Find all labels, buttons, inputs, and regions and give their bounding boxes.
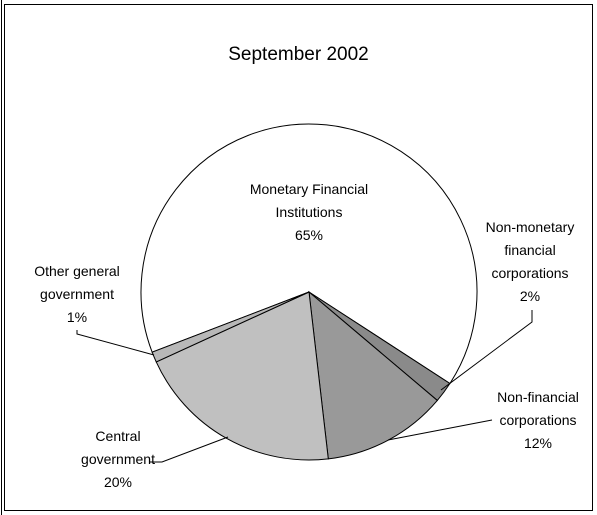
category-label: Non-financial corporations: [497, 389, 579, 428]
value-label: 20%: [103, 474, 133, 490]
category-label: Central government: [81, 428, 155, 467]
pie-slice: [155, 291, 329, 461]
chart-title: September 2002: [228, 44, 369, 65]
value-label: 65%: [294, 227, 324, 243]
category-label: Monetary Financial Institutions: [249, 181, 369, 220]
pie-slice: [140, 123, 478, 385]
value-label: 2%: [519, 288, 541, 304]
pie-slice: [151, 291, 310, 363]
leader-line: [440, 310, 533, 391]
slice-label: Non-financial corporations 12%: [483, 386, 593, 455]
value-label: 12%: [523, 435, 553, 451]
slice-label: Non-monetary financial corporations 2%: [465, 216, 595, 308]
leader-line: [387, 419, 493, 441]
category-label: Other general government: [34, 263, 120, 302]
value-label: 1%: [66, 309, 88, 325]
slice-label: Central government 20%: [63, 425, 173, 494]
leader-line: [76, 330, 155, 356]
slice-label: Monetary Financial Institutions 65%: [244, 178, 374, 247]
slice-label: Other general government 1%: [12, 260, 142, 329]
leader-line: [150, 436, 229, 463]
frame: [4, 4, 593, 511]
category-label: Non-monetary financial corporations: [485, 219, 575, 281]
